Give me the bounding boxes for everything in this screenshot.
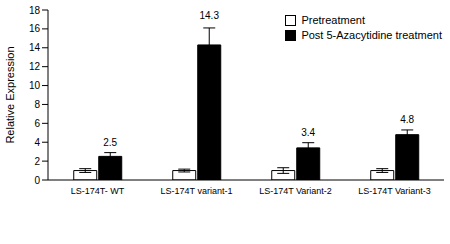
svg-text:LS-174T Variant-3: LS-174T Variant-3 bbox=[358, 186, 431, 196]
svg-text:8: 8 bbox=[34, 99, 40, 110]
svg-text:Relative Expression: Relative Expression bbox=[8, 46, 16, 143]
svg-text:LS-174T Variant-2: LS-174T Variant-2 bbox=[259, 186, 332, 196]
svg-text:2: 2 bbox=[34, 156, 40, 167]
svg-text:2.5: 2.5 bbox=[103, 137, 117, 148]
svg-text:16: 16 bbox=[29, 23, 41, 34]
html-text:Post 5-Azacytidine treatment: Post 5-Azacytidine treatment bbox=[301, 29, 442, 41]
svg-text:10: 10 bbox=[29, 80, 41, 91]
svg-text:LS-174T- WT: LS-174T- WT bbox=[71, 186, 125, 196]
svg-text:14.3: 14.3 bbox=[200, 10, 220, 21]
svg-text:4: 4 bbox=[34, 137, 40, 148]
svg-text:LS-174T variant-1: LS-174T variant-1 bbox=[161, 186, 233, 196]
html-text:Pretreatment: Pretreatment bbox=[301, 14, 365, 26]
svg-text:18: 18 bbox=[29, 5, 41, 16]
svg-text:12: 12 bbox=[29, 61, 41, 72]
svg-text:0: 0 bbox=[34, 175, 40, 186]
svg-text:4.8: 4.8 bbox=[400, 114, 414, 125]
svg-text:3.4: 3.4 bbox=[301, 127, 315, 138]
svg-text:14: 14 bbox=[29, 42, 41, 53]
svg-text:6: 6 bbox=[34, 118, 40, 129]
